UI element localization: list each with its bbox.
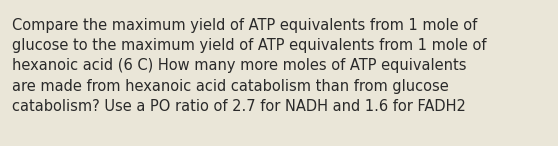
Text: Compare the maximum yield of ATP equivalents from 1 mole of
glucose to the maxim: Compare the maximum yield of ATP equival… bbox=[12, 18, 487, 114]
